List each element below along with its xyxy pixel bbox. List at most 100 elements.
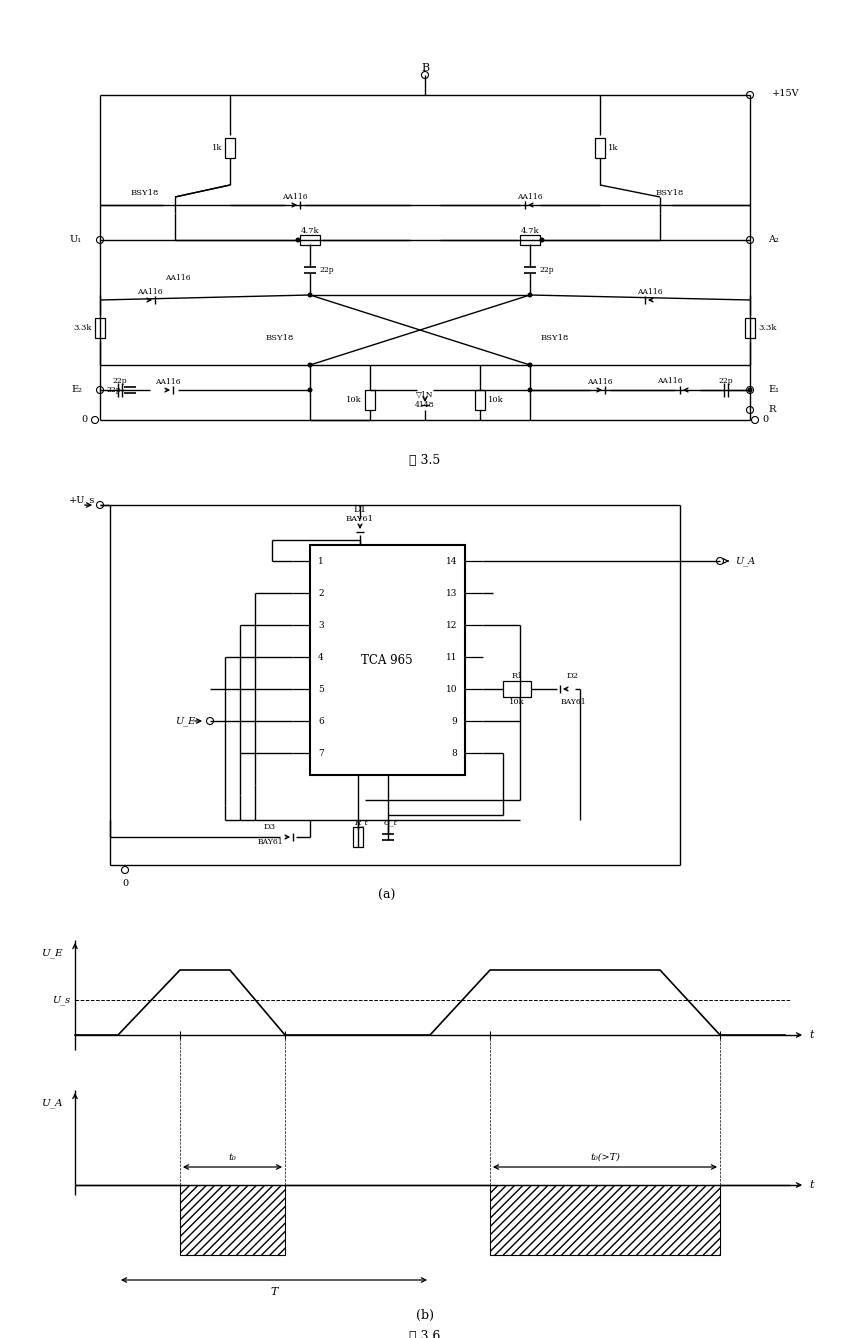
- Text: BSY18: BSY18: [541, 334, 569, 343]
- Text: 1k: 1k: [212, 145, 222, 153]
- Text: E₁: E₁: [768, 385, 779, 395]
- Text: D2: D2: [567, 672, 579, 680]
- Circle shape: [122, 867, 129, 874]
- Text: BAY61: BAY61: [257, 838, 283, 846]
- Text: 22p: 22p: [539, 266, 554, 274]
- Circle shape: [746, 91, 753, 99]
- Bar: [310, 545, 465, 775]
- Text: BSY18: BSY18: [266, 334, 294, 343]
- Text: 0: 0: [122, 879, 128, 887]
- Text: 11: 11: [446, 653, 457, 661]
- Text: U_A: U_A: [41, 1098, 63, 1108]
- Text: BAY61: BAY61: [346, 515, 374, 523]
- Text: B: B: [421, 63, 429, 74]
- Text: AA116: AA116: [137, 288, 162, 296]
- Bar: [745, 318, 755, 339]
- Text: BSY18: BSY18: [130, 189, 159, 197]
- Circle shape: [295, 238, 301, 242]
- Circle shape: [308, 388, 313, 392]
- Text: U₁: U₁: [70, 235, 82, 245]
- Circle shape: [752, 416, 759, 424]
- Text: 9: 9: [451, 717, 457, 725]
- Bar: [353, 827, 363, 847]
- Text: 3.3k: 3.3k: [758, 324, 777, 332]
- Text: R: R: [768, 405, 775, 415]
- Bar: [95, 318, 105, 339]
- Bar: [475, 389, 485, 409]
- Text: AA116: AA116: [156, 379, 181, 385]
- Bar: [365, 389, 375, 409]
- Text: T: T: [270, 1287, 277, 1297]
- Circle shape: [528, 388, 532, 392]
- Circle shape: [422, 71, 429, 79]
- Bar: [520, 235, 540, 245]
- Text: D3: D3: [264, 823, 276, 831]
- Circle shape: [716, 558, 723, 565]
- Circle shape: [97, 237, 104, 244]
- Text: AA116: AA116: [658, 377, 683, 385]
- Circle shape: [206, 717, 213, 724]
- Text: U_s: U_s: [52, 995, 70, 1005]
- Text: t₀(>T): t₀(>T): [590, 1152, 620, 1161]
- Circle shape: [97, 387, 104, 393]
- Text: 1: 1: [318, 557, 324, 566]
- Text: 22p: 22p: [719, 377, 734, 385]
- Text: AA116: AA116: [588, 379, 613, 385]
- Bar: [225, 138, 235, 158]
- Text: A₂: A₂: [768, 235, 778, 245]
- Text: C_t: C_t: [384, 818, 398, 826]
- Text: AA116: AA116: [637, 288, 663, 296]
- Text: 图 3.5: 图 3.5: [410, 454, 441, 467]
- Text: 0: 0: [82, 416, 88, 424]
- Text: 10: 10: [446, 685, 457, 693]
- Text: 13: 13: [446, 589, 457, 598]
- Text: 0: 0: [762, 416, 768, 424]
- Text: t: t: [810, 1180, 814, 1189]
- Circle shape: [528, 293, 532, 297]
- Text: 10k: 10k: [488, 396, 504, 404]
- Circle shape: [746, 407, 753, 413]
- Circle shape: [308, 363, 313, 368]
- Text: 1k: 1k: [608, 145, 619, 153]
- Text: U_A: U_A: [735, 557, 755, 566]
- Text: 8: 8: [451, 748, 457, 757]
- Text: t: t: [810, 1030, 814, 1040]
- Text: 4: 4: [318, 653, 324, 661]
- Text: 12: 12: [446, 621, 457, 629]
- Text: AA116: AA116: [518, 193, 543, 201]
- Text: AA116: AA116: [165, 274, 191, 282]
- Text: (a): (a): [378, 888, 396, 902]
- Text: E₂: E₂: [71, 385, 82, 395]
- Bar: [300, 235, 320, 245]
- Text: R_t: R_t: [354, 818, 368, 826]
- Text: BSY18: BSY18: [656, 189, 684, 197]
- Text: R1: R1: [511, 672, 523, 680]
- Circle shape: [747, 388, 753, 392]
- Text: 22p: 22p: [106, 385, 121, 393]
- Text: U_E: U_E: [41, 949, 63, 958]
- Text: 6: 6: [318, 717, 324, 725]
- Text: 3: 3: [318, 621, 324, 629]
- Circle shape: [539, 238, 544, 242]
- Text: 14: 14: [446, 557, 457, 566]
- Circle shape: [746, 387, 753, 393]
- Text: AA116: AA116: [283, 193, 308, 201]
- Text: (b): (b): [416, 1309, 434, 1322]
- Text: t₀: t₀: [229, 1152, 237, 1161]
- Text: 2: 2: [318, 589, 324, 598]
- Circle shape: [92, 416, 98, 424]
- Bar: [180, 1185, 285, 1255]
- Text: 7: 7: [318, 748, 324, 757]
- Bar: [490, 1185, 720, 1255]
- Text: +15V: +15V: [772, 88, 799, 98]
- Text: 图 3.6: 图 3.6: [410, 1330, 441, 1338]
- Text: 4.7k: 4.7k: [301, 227, 320, 235]
- Text: 22p: 22p: [319, 266, 334, 274]
- Bar: [595, 138, 605, 158]
- Text: 10k: 10k: [346, 396, 362, 404]
- Text: ▽1N: ▽1N: [416, 391, 434, 399]
- Circle shape: [97, 502, 104, 508]
- Text: 10k: 10k: [509, 698, 524, 706]
- Bar: [503, 681, 531, 697]
- Text: 22p: 22p: [112, 377, 127, 385]
